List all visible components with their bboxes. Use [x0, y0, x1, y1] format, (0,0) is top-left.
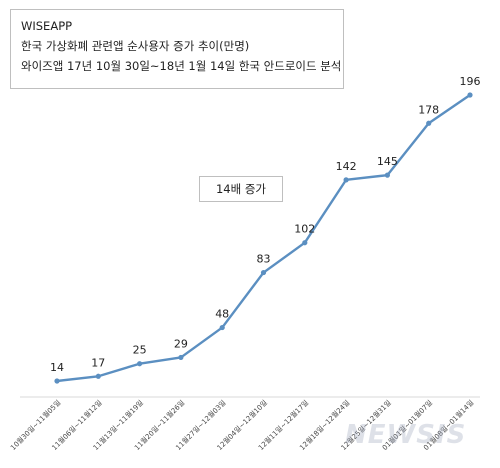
data-label: 48 — [215, 308, 229, 321]
data-point — [178, 354, 184, 361]
data-label: 196 — [460, 75, 481, 88]
data-point — [467, 92, 473, 98]
series-line — [55, 93, 472, 383]
chart-title-box: WISEAPP 한국 가상화폐 관련앱 순사용자 증가 추이(만명) 와이즈앱 … — [10, 9, 344, 89]
data-label: 142 — [336, 160, 357, 173]
data-point — [95, 373, 101, 379]
data-point — [426, 120, 432, 126]
data-point — [219, 324, 225, 331]
data-label: 14 — [50, 361, 64, 374]
data-point — [260, 269, 267, 276]
chart-subtitle: 와이즈앱 17년 10월 30일~18년 1월 14일 한국 안드로이드 분석 — [21, 59, 342, 73]
data-label: 17 — [91, 356, 105, 369]
data-label: 83 — [257, 253, 271, 266]
growth-annotation: 14배 증가 — [199, 176, 283, 202]
data-point — [137, 361, 143, 367]
data-label: 25 — [133, 344, 147, 357]
data-label: 29 — [174, 337, 188, 350]
watermark-logo: NEWSIS — [345, 420, 467, 450]
data-point — [54, 378, 60, 384]
data-point — [343, 177, 349, 183]
data-point — [302, 240, 308, 246]
data-point — [384, 172, 390, 178]
data-label: 145 — [377, 155, 398, 168]
chart-title: 한국 가상화폐 관련앱 순사용자 증가 추이(만명) — [21, 39, 250, 53]
data-label: 178 — [418, 103, 439, 116]
chart-source-label: WISEAPP — [21, 19, 73, 33]
data-label: 102 — [294, 223, 315, 236]
